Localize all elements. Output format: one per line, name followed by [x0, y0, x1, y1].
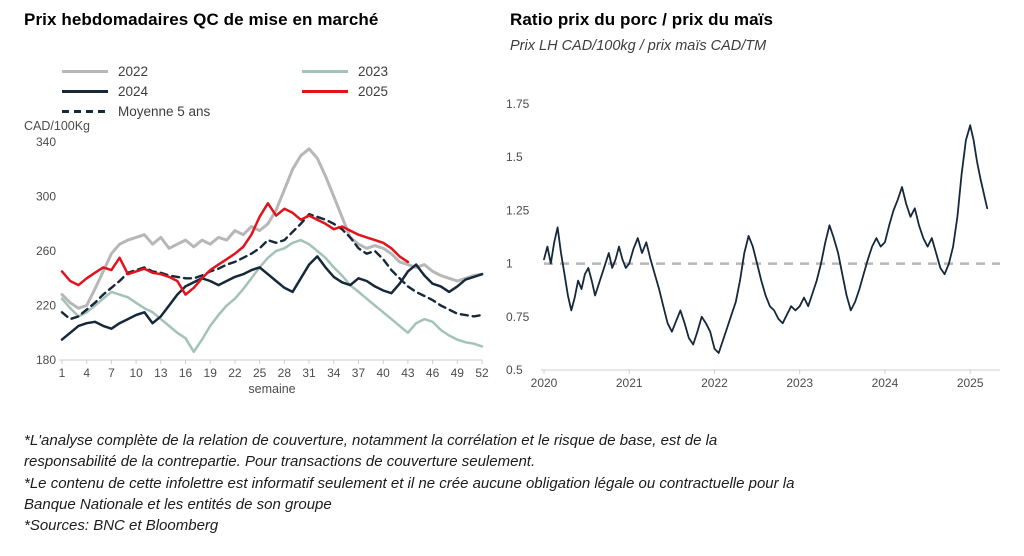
left-chart-legend: 2022 2023 2024 2025 Moyenne 5 ans — [62, 64, 542, 119]
svg-text:40: 40 — [376, 366, 390, 380]
svg-text:220: 220 — [36, 299, 56, 313]
legend-item-moyenne-5-ans: Moyenne 5 ans — [62, 104, 302, 119]
svg-text:34: 34 — [327, 366, 341, 380]
svg-text:1.5: 1.5 — [506, 150, 523, 164]
left-chart-plot: 180 220 260 300 340 1 4 7 10 13 16 19 22 25 28 31 34 37 40… — [24, 119, 489, 396]
legend-label-moyenne-5-ans: Moyenne 5 ans — [118, 104, 211, 119]
svg-text:300: 300 — [36, 190, 56, 204]
svg-text:7: 7 — [108, 366, 115, 380]
legend-label-2025: 2025 — [358, 84, 389, 99]
svg-text:22: 22 — [228, 366, 242, 380]
svg-text:37: 37 — [352, 366, 366, 380]
svg-text:1.75: 1.75 — [506, 97, 530, 111]
svg-text:2021: 2021 — [616, 376, 643, 390]
legend-swatch-2024 — [62, 89, 108, 94]
svg-text:2022: 2022 — [701, 376, 728, 390]
svg-text:10: 10 — [129, 366, 143, 380]
right-chart-subtitle: Prix LH CAD/100kg / prix maïs CAD/TM — [510, 38, 767, 54]
svg-text:43: 43 — [401, 366, 415, 380]
footnote-disclaimer-2: *Le contenu de cette infolettre est info… — [24, 474, 795, 513]
legend-swatch-2025 — [302, 89, 348, 94]
svg-text:49: 49 — [451, 366, 465, 380]
svg-text:19: 19 — [204, 366, 218, 380]
svg-text:0.75: 0.75 — [506, 310, 530, 324]
svg-text:260: 260 — [36, 244, 56, 258]
svg-text:1: 1 — [506, 257, 513, 271]
footnotes: *L'analyse complète de la relation de co… — [24, 430, 802, 536]
svg-text:31: 31 — [302, 366, 316, 380]
svg-text:340: 340 — [36, 135, 56, 149]
svg-text:2024: 2024 — [872, 376, 899, 390]
svg-text:CAD/100Kg: CAD/100Kg — [24, 119, 90, 133]
legend-label-2023: 2023 — [358, 64, 389, 79]
legend-swatch-moyenne-5-ans — [62, 109, 108, 114]
footnote-sources: *Sources: BNC et Bloomberg — [24, 517, 219, 535]
svg-text:52: 52 — [475, 366, 489, 380]
right-chart-title: Ratio prix du porc / prix du maïs — [510, 10, 774, 29]
legend-item-2022: 2022 — [62, 64, 302, 79]
svg-text:13: 13 — [154, 366, 168, 380]
legend-label-2022: 2022 — [118, 64, 149, 79]
left-chart-title: Prix hebdomadaires QC de mise en marché — [24, 10, 379, 29]
svg-text:180: 180 — [36, 353, 56, 367]
svg-text:46: 46 — [426, 366, 440, 380]
svg-text:28: 28 — [278, 366, 292, 380]
legend-swatch-2023 — [302, 69, 348, 74]
svg-text:semaine: semaine — [248, 382, 295, 396]
right-chart-plot: 0.5 0.75 1 1.25 1.5 1.75 2020 2021 2022 2023 2024 2… — [506, 97, 1000, 390]
svg-text:1: 1 — [59, 366, 66, 380]
svg-text:2023: 2023 — [786, 376, 813, 390]
svg-text:1.25: 1.25 — [506, 203, 530, 217]
svg-text:16: 16 — [179, 366, 193, 380]
legend-item-2024: 2024 — [62, 84, 302, 99]
legend-swatch-2022 — [62, 69, 108, 74]
legend-label-2024: 2024 — [118, 84, 149, 99]
svg-text:4: 4 — [83, 366, 90, 380]
footnote-disclaimer-1: *L'analyse complète de la relation de co… — [24, 432, 718, 471]
legend-item-2023: 2023 — [302, 64, 542, 79]
svg-text:0.5: 0.5 — [506, 363, 523, 377]
legend-item-2025: 2025 — [302, 84, 542, 99]
svg-text:2020: 2020 — [531, 376, 558, 390]
svg-text:2025: 2025 — [957, 376, 984, 390]
svg-text:25: 25 — [253, 366, 267, 380]
